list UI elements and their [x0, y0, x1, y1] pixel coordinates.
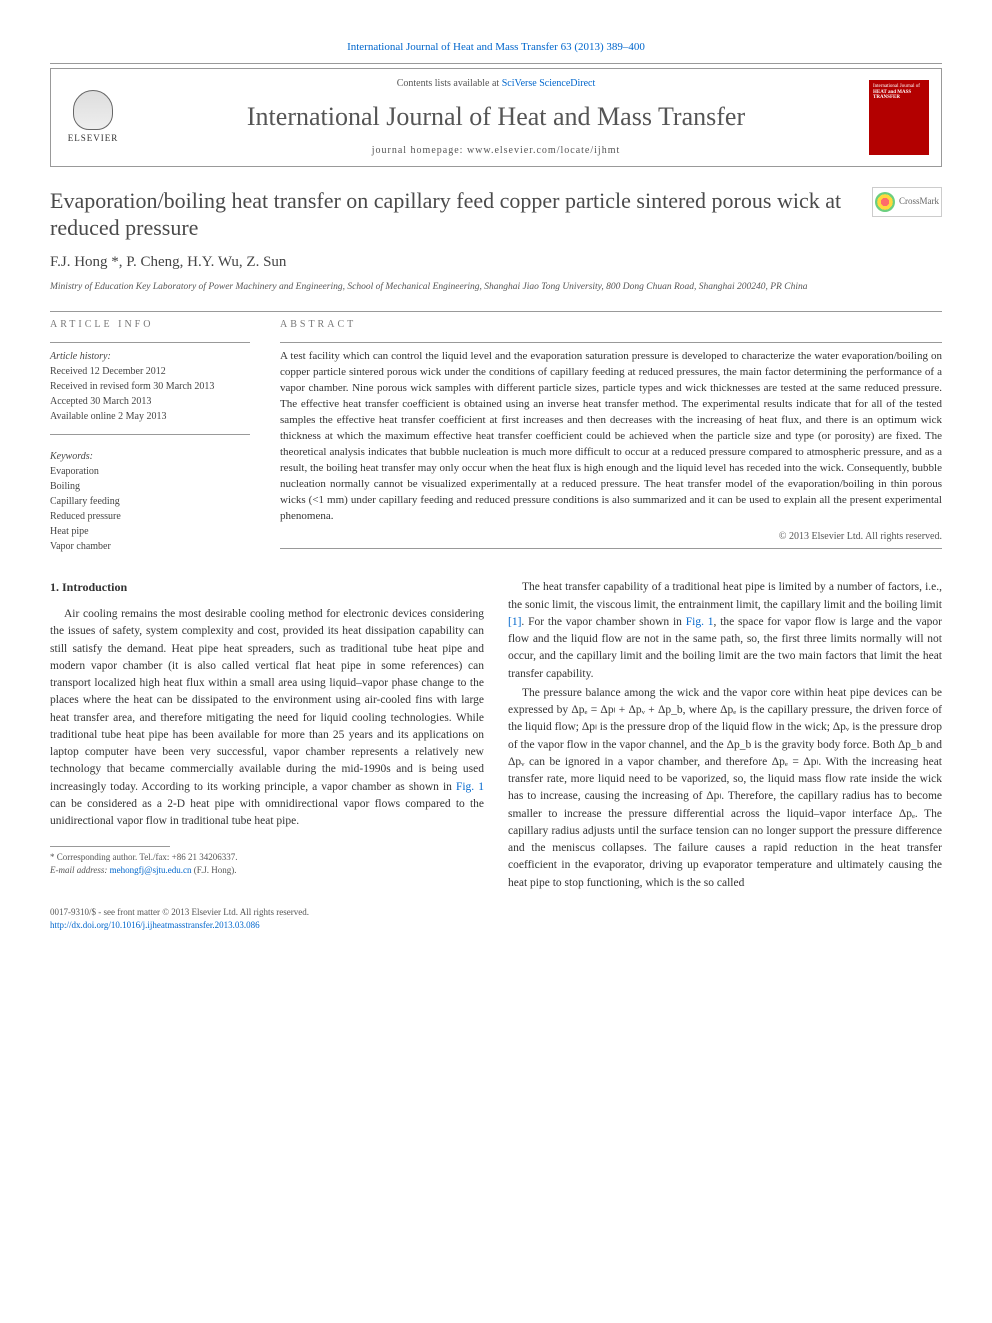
author-email-link[interactable]: mehongfj@sjtu.edu.cn — [110, 865, 192, 875]
keyword: Boiling — [50, 479, 250, 494]
abstract-copyright: © 2013 Elsevier Ltd. All rights reserved… — [280, 530, 942, 544]
journal-homepage: journal homepage: www.elsevier.com/locat… — [143, 144, 849, 158]
body-columns: 1. Introduction Air cooling remains the … — [50, 579, 942, 892]
body-paragraph: The pressure balance among the wick and … — [508, 685, 942, 892]
issn-line: 0017-9310/$ - see front matter © 2013 El… — [50, 906, 942, 919]
abstract-label: ABSTRACT — [280, 318, 942, 332]
citation-reference[interactable]: [1] — [508, 616, 521, 628]
contents-line: Contents lists available at SciVerse Sci… — [143, 77, 849, 91]
doi-link[interactable]: http://dx.doi.org/10.1016/j.ijheatmasstr… — [50, 920, 260, 930]
body-paragraph: Air cooling remains the most desirable c… — [50, 606, 484, 830]
keyword: Reduced pressure — [50, 509, 250, 524]
journal-cover-thumbnail: International Journal of HEAT and MASS T… — [869, 80, 929, 155]
footnote-divider — [50, 846, 170, 847]
email-line: E-mail address: mehongfj@sjtu.edu.cn (F.… — [50, 864, 484, 877]
keywords-block: Keywords: Evaporation Boiling Capillary … — [50, 449, 250, 554]
email-label: E-mail address: — [50, 865, 110, 875]
abstract-column: ABSTRACT A test facility which can contr… — [280, 318, 942, 555]
right-column: The heat transfer capability of a tradit… — [508, 579, 942, 892]
para-text: can be considered as a 2-D heat pipe wit… — [50, 798, 484, 827]
divider — [50, 342, 250, 343]
bottom-meta: 0017-9310/$ - see front matter © 2013 El… — [50, 906, 942, 931]
body-paragraph: The heat transfer capability of a tradit… — [508, 579, 942, 683]
homepage-prefix: journal homepage: — [372, 145, 467, 156]
keyword: Vapor chamber — [50, 539, 250, 554]
keyword: Evaporation — [50, 464, 250, 479]
figure-reference[interactable]: Fig. 1 — [456, 781, 484, 793]
elsevier-tree-icon — [73, 90, 113, 130]
sciencedirect-link[interactable]: SciVerse ScienceDirect — [502, 78, 596, 89]
divider — [280, 548, 942, 549]
journal-title: International Journal of Heat and Mass T… — [143, 99, 849, 135]
publisher-name: ELSEVIER — [68, 132, 119, 145]
top-divider — [50, 63, 942, 64]
publisher-logo: ELSEVIER — [63, 83, 123, 153]
corresponding-author-footnote: * Corresponding author. Tel./fax: +86 21… — [50, 851, 484, 876]
homepage-url[interactable]: www.elsevier.com/locate/ijhmt — [467, 145, 620, 156]
keyword: Heat pipe — [50, 524, 250, 539]
keyword: Capillary feeding — [50, 494, 250, 509]
title-row: Evaporation/boiling heat transfer on cap… — [50, 187, 942, 242]
para-text: . For the vapor chamber shown in — [521, 616, 685, 628]
affiliation: Ministry of Education Key Laboratory of … — [50, 281, 942, 293]
header-center: Contents lists available at SciVerse Sci… — [123, 77, 869, 157]
article-info-label: ARTICLE INFO — [50, 318, 250, 332]
authors: F.J. Hong *, P. Cheng, H.Y. Wu, Z. Sun — [50, 252, 942, 273]
crossmark-badge[interactable]: CrossMark — [872, 187, 942, 217]
crossmark-icon — [875, 192, 895, 212]
corresponding-line: * Corresponding author. Tel./fax: +86 21… — [50, 851, 484, 864]
history-received: Received 12 December 2012 — [50, 364, 250, 379]
crossmark-label: CrossMark — [899, 195, 939, 208]
history-label: Article history: — [50, 349, 250, 364]
figure-reference[interactable]: Fig. 1 — [686, 616, 714, 628]
journal-reference: International Journal of Heat and Mass T… — [50, 40, 942, 55]
para-text: Air cooling remains the most desirable c… — [50, 608, 484, 793]
article-history: Article history: Received 12 December 20… — [50, 349, 250, 424]
email-tail: (F.J. Hong). — [191, 865, 236, 875]
divider — [280, 342, 942, 343]
intro-heading: 1. Introduction — [50, 579, 484, 596]
contents-prefix: Contents lists available at — [397, 78, 502, 89]
left-column: 1. Introduction Air cooling remains the … — [50, 579, 484, 892]
article-title: Evaporation/boiling heat transfer on cap… — [50, 187, 872, 242]
journal-header: ELSEVIER Contents lists available at Sci… — [50, 68, 942, 166]
history-online: Available online 2 May 2013 — [50, 409, 250, 424]
history-revised: Received in revised form 30 March 2013 — [50, 379, 250, 394]
meta-row: ARTICLE INFO Article history: Received 1… — [50, 318, 942, 555]
cover-line-3: TRANSFER — [873, 95, 925, 101]
abstract-text: A test facility which can control the li… — [280, 349, 942, 524]
history-accepted: Accepted 30 March 2013 — [50, 394, 250, 409]
keywords-label: Keywords: — [50, 449, 250, 464]
para-text: The heat transfer capability of a tradit… — [508, 581, 942, 610]
divider — [50, 434, 250, 435]
divider — [50, 311, 942, 312]
article-info-column: ARTICLE INFO Article history: Received 1… — [50, 318, 250, 555]
